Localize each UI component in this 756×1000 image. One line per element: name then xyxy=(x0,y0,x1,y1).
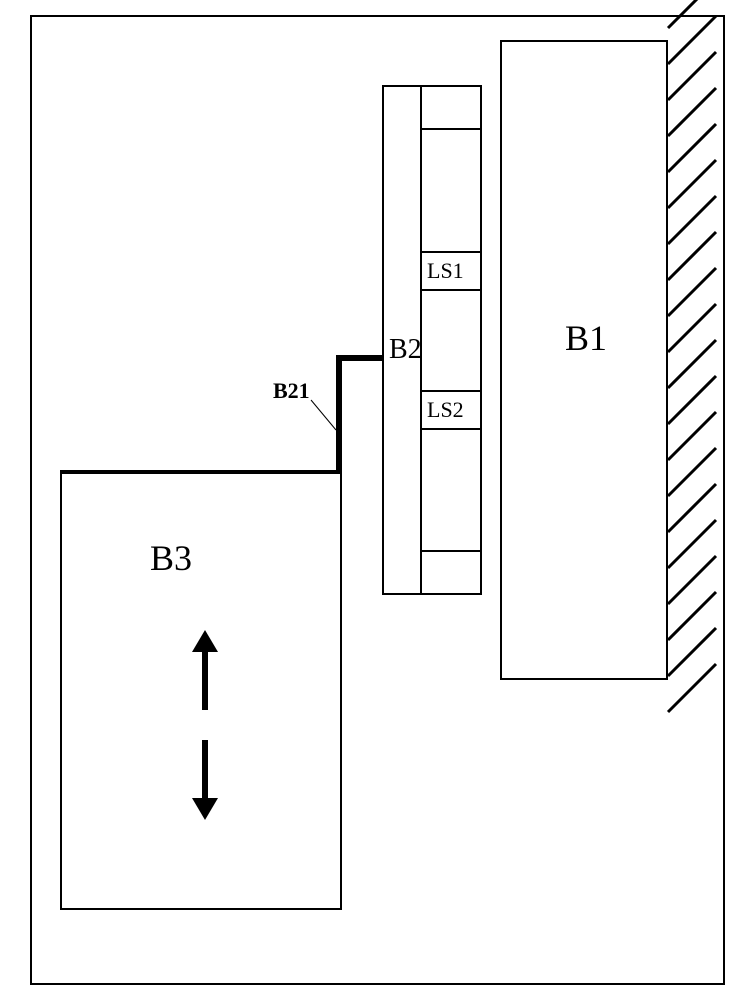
label-ls1: LS1 xyxy=(427,260,464,282)
label-b3: B3 xyxy=(150,540,192,576)
block-b2-notch-bottom xyxy=(420,550,482,595)
arrow-down-icon xyxy=(190,740,220,820)
block-b1 xyxy=(500,40,668,680)
label-b2: B2 xyxy=(389,336,422,364)
diagram-canvas: B1 LS1 LS2 B2 B21 B3 xyxy=(0,0,756,1000)
block-b2-notch-top xyxy=(420,85,482,130)
label-b21: B21 xyxy=(273,380,310,402)
hatch-pattern xyxy=(668,40,716,680)
b21-leader-line xyxy=(311,400,338,432)
label-ls2: LS2 xyxy=(427,399,464,421)
b21-horizontal xyxy=(336,355,384,361)
label-b1: B1 xyxy=(565,320,607,356)
arrow-up-icon xyxy=(190,630,220,710)
